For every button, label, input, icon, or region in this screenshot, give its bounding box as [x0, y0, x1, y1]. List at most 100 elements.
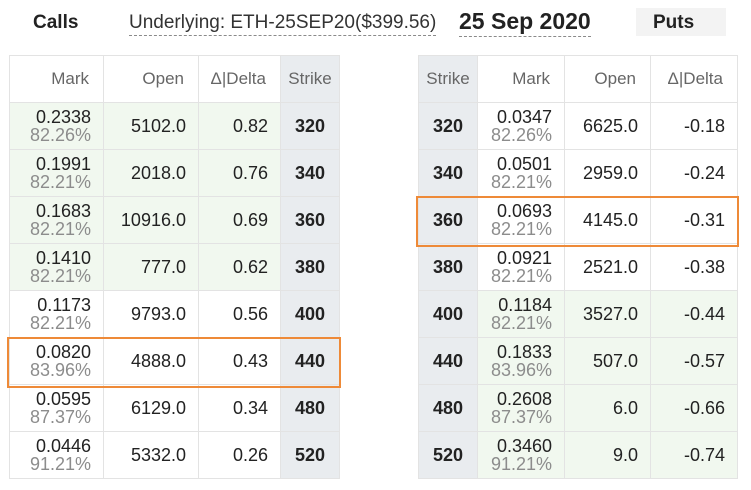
- call-strike-cell: 340: [280, 149, 340, 197]
- put-strike-cell: 400: [418, 290, 478, 338]
- calls-mark-iv: 87.37%: [29, 407, 91, 427]
- put-delta-cell: -0.18: [650, 102, 738, 150]
- put-row[interactable]: 340 0.0501 82.21% 2959.0 -0.24: [418, 149, 738, 197]
- calls-mark-cell[interactable]: 0.1173 82.21%: [9, 290, 104, 338]
- call-row[interactable]: 0.0595 87.37% 6129.0 0.34 480: [9, 384, 340, 432]
- call-open-cell: 6129.0: [103, 384, 199, 432]
- put-row[interactable]: 480 0.2608 87.37% 6.0 -0.66: [418, 384, 738, 432]
- put-strike-cell: 320: [418, 102, 478, 150]
- calls-table: Mark Open Δ|Delta Strike 0.2338 82.26% 510…: [9, 55, 340, 479]
- put-strike-cell: 340: [418, 149, 478, 197]
- calls-mark-iv: 91.21%: [29, 454, 91, 474]
- call-delta-cell: 0.62: [198, 243, 281, 291]
- calls-col-delta[interactable]: Δ|Delta: [198, 55, 281, 103]
- calls-mark-cell[interactable]: 0.0446 91.21%: [9, 431, 104, 479]
- calls-mark-price: 0.2338: [35, 107, 91, 127]
- puts-mark-price: 0.0347: [496, 107, 552, 127]
- put-strike-cell: 440: [418, 337, 478, 385]
- calls-col-open[interactable]: Open: [103, 55, 199, 103]
- calls-mark-price: 0.1991: [35, 154, 91, 174]
- put-open-cell: 4145.0: [564, 196, 651, 244]
- calls-mark-price: 0.1410: [35, 248, 91, 268]
- call-row[interactable]: 0.1683 82.21% 10916.0 0.69 360: [9, 196, 340, 244]
- calls-mark-cell[interactable]: 0.2338 82.26%: [9, 102, 104, 150]
- calls-mark-price: 0.0446: [35, 436, 91, 456]
- puts-mark-cell[interactable]: 0.3460 91.21%: [477, 431, 565, 479]
- call-row[interactable]: 0.1173 82.21% 9793.0 0.56 400: [9, 290, 340, 338]
- call-open-cell: 10916.0: [103, 196, 199, 244]
- puts-mark-cell[interactable]: 0.0693 82.21%: [477, 196, 565, 244]
- put-row[interactable]: 520 0.3460 91.21% 9.0 -0.74: [418, 431, 738, 479]
- call-delta-cell: 0.82: [198, 102, 281, 150]
- calls-mark-iv: 82.21%: [29, 266, 91, 286]
- puts-mark-price: 0.0501: [496, 154, 552, 174]
- put-delta-cell: -0.44: [650, 290, 738, 338]
- put-strike-cell: 480: [418, 384, 478, 432]
- calls-col-strike[interactable]: Strike: [280, 55, 340, 103]
- put-delta-cell: -0.31: [650, 196, 738, 244]
- call-open-cell: 5102.0: [103, 102, 199, 150]
- puts-mark-price: 0.1833: [496, 342, 552, 362]
- call-open-cell: 2018.0: [103, 149, 199, 197]
- put-row[interactable]: 360 0.0693 82.21% 4145.0 -0.31: [418, 196, 738, 244]
- put-delta-cell: -0.74: [650, 431, 738, 479]
- puts-col-open[interactable]: Open: [564, 55, 651, 103]
- call-row[interactable]: 0.1410 82.21% 777.0 0.62 380: [9, 243, 340, 291]
- puts-col-delta[interactable]: Δ|Delta: [650, 55, 738, 103]
- put-open-cell: 3527.0: [564, 290, 651, 338]
- puts-mark-iv: 82.21%: [490, 172, 552, 192]
- calls-mark-price: 0.0820: [35, 342, 91, 362]
- calls-mark-iv: 82.21%: [29, 219, 91, 239]
- call-row[interactable]: 0.0820 83.96% 4888.0 0.43 440: [9, 337, 340, 385]
- calls-label: Calls: [33, 12, 79, 33]
- calls-mark-iv: 82.26%: [29, 125, 91, 145]
- call-open-cell: 9793.0: [103, 290, 199, 338]
- call-strike-cell: 380: [280, 243, 340, 291]
- call-strike-cell: 480: [280, 384, 340, 432]
- puts-mark-iv: 82.21%: [490, 313, 552, 333]
- calls-header-row: Mark Open Δ|Delta Strike: [9, 55, 340, 103]
- puts-mark-cell[interactable]: 0.0347 82.26%: [477, 102, 565, 150]
- expiry-date-selector[interactable]: 25 Sep 2020: [459, 8, 591, 37]
- puts-mark-iv: 83.96%: [490, 360, 552, 380]
- put-row[interactable]: 440 0.1833 83.96% 507.0 -0.57: [418, 337, 738, 385]
- call-open-cell: 5332.0: [103, 431, 199, 479]
- put-strike-cell: 360: [418, 196, 478, 244]
- call-delta-cell: 0.34: [198, 384, 281, 432]
- put-row[interactable]: 320 0.0347 82.26% 6625.0 -0.18: [418, 102, 738, 150]
- put-open-cell: 507.0: [564, 337, 651, 385]
- calls-mark-cell[interactable]: 0.1683 82.21%: [9, 196, 104, 244]
- put-row[interactable]: 400 0.1184 82.21% 3527.0 -0.44: [418, 290, 738, 338]
- put-open-cell: 2521.0: [564, 243, 651, 291]
- puts-mark-cell[interactable]: 0.1833 83.96%: [477, 337, 565, 385]
- underlying-selector[interactable]: Underlying: ETH-25SEP20($399.56): [129, 12, 437, 36]
- put-open-cell: 9.0: [564, 431, 651, 479]
- puts-mark-cell[interactable]: 0.2608 87.37%: [477, 384, 565, 432]
- calls-mark-price: 0.1173: [37, 295, 91, 315]
- puts-mark-price: 0.0921: [496, 248, 552, 268]
- calls-col-mark[interactable]: Mark: [9, 55, 104, 103]
- calls-mark-cell[interactable]: 0.0595 87.37%: [9, 384, 104, 432]
- put-row[interactable]: 380 0.0921 82.21% 2521.0 -0.38: [418, 243, 738, 291]
- calls-mark-cell[interactable]: 0.1991 82.21%: [9, 149, 104, 197]
- put-strike-cell: 520: [418, 431, 478, 479]
- puts-mark-cell[interactable]: 0.0921 82.21%: [477, 243, 565, 291]
- call-strike-cell: 400: [280, 290, 340, 338]
- calls-mark-cell[interactable]: 0.1410 82.21%: [9, 243, 104, 291]
- put-strike-cell: 380: [418, 243, 478, 291]
- call-row[interactable]: 0.1991 82.21% 2018.0 0.76 340: [9, 149, 340, 197]
- puts-col-mark[interactable]: Mark: [477, 55, 565, 103]
- puts-mark-cell[interactable]: 0.0501 82.21%: [477, 149, 565, 197]
- call-row[interactable]: 0.2338 82.26% 5102.0 0.82 320: [9, 102, 340, 150]
- puts-col-strike[interactable]: Strike: [418, 55, 478, 103]
- puts-header-row: Strike Mark Open Δ|Delta: [418, 55, 738, 103]
- calls-mark-iv: 82.21%: [29, 172, 91, 192]
- call-row[interactable]: 0.0446 91.21% 5332.0 0.26 520: [9, 431, 340, 479]
- call-delta-cell: 0.26: [198, 431, 281, 479]
- puts-mark-iv: 91.21%: [490, 454, 552, 474]
- option-chain-header: Calls Underlying: ETH-25SEP20($399.56) 2…: [0, 0, 751, 50]
- calls-mark-cell[interactable]: 0.0820 83.96%: [9, 337, 104, 385]
- puts-mark-cell[interactable]: 0.1184 82.21%: [477, 290, 565, 338]
- puts-mark-price: 0.0693: [496, 201, 552, 221]
- call-strike-cell: 320: [280, 102, 340, 150]
